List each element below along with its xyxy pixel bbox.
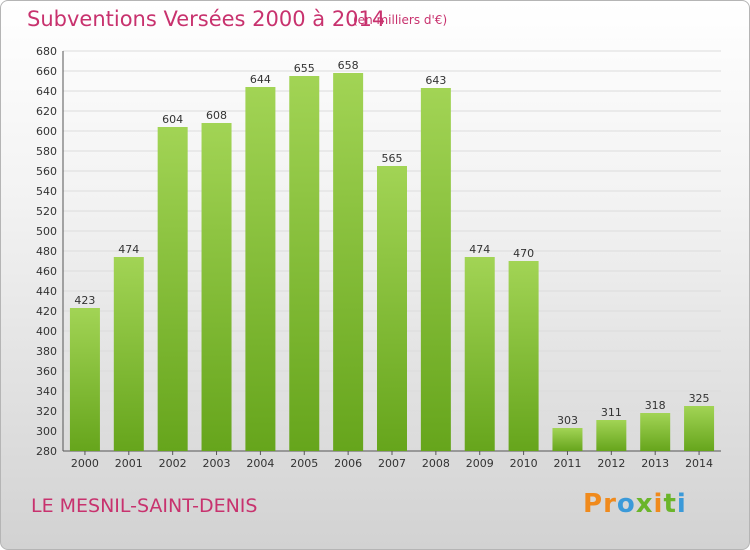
bar-2005 [289,76,320,451]
y-tick-label: 580 [36,145,57,158]
logo-letter: i [676,489,687,519]
data-label: 608 [206,109,227,122]
y-tick-label: 360 [36,365,57,378]
bar-2004 [245,87,276,451]
bar-2014 [684,406,715,451]
data-label: 474 [118,243,139,256]
bar-2001 [113,257,144,451]
bars [69,73,715,451]
bar-2013 [640,413,671,451]
bar-2006 [333,73,364,451]
chart-subtitle: (en milliers d'€) [353,13,448,27]
data-label: 565 [382,152,403,165]
logo-letter: r [603,489,617,519]
x-tick-label: 2000 [71,457,99,470]
data-label: 311 [601,406,622,419]
x-tick-label: 2014 [685,457,713,470]
y-tick-label: 560 [36,165,57,178]
bar-2010 [508,261,539,451]
y-tick-label: 640 [36,85,57,98]
y-tick-label: 320 [36,405,57,418]
data-label: 303 [557,414,578,427]
y-tick-label: 420 [36,305,57,318]
x-tick-label: 2012 [597,457,625,470]
bar-2000 [69,308,100,451]
data-label: 643 [425,74,446,87]
bar-2008 [420,88,451,451]
x-tick-label: 2005 [290,457,318,470]
logo-letter: o [616,489,636,519]
bar-2007 [377,166,407,451]
y-tick-label: 440 [36,285,57,298]
data-label: 470 [513,247,534,260]
x-tick-label: 2003 [203,457,231,470]
data-label: 318 [645,399,666,412]
bar-2002 [157,127,188,451]
x-tick-label: 2009 [466,457,494,470]
y-tick-label: 540 [36,185,57,198]
logo-letter: t [663,489,677,519]
y-tick-label: 660 [36,65,57,78]
y-tick-label: 600 [36,125,57,138]
logo-letter: i [653,489,664,519]
x-tick-label: 2006 [334,457,362,470]
logo-letter: x [635,489,654,519]
y-tick-label: 300 [36,425,57,438]
x-tick-label: 2002 [159,457,187,470]
y-tick-label: 480 [36,245,57,258]
data-label: 325 [689,392,710,405]
y-tick-label: 280 [36,445,57,458]
data-label: 658 [338,59,359,72]
y-tick-label: 500 [36,225,57,238]
axes: 280 300 320 340 360 380 400 420 440 460 480 500 520 5… [36,45,721,470]
data-labels: 423 474 604 608 644 655 658 565 643 474 470 303 311 3… [74,59,709,427]
data-label: 644 [250,73,271,86]
data-label: 474 [469,243,490,256]
y-tick-label: 520 [36,205,57,218]
bar-2009 [464,257,495,451]
x-tick-label: 2001 [115,457,143,470]
bar-2012 [596,420,627,451]
x-tick-label: 2004 [246,457,274,470]
bar-2003 [201,123,232,451]
x-tick-label: 2013 [641,457,669,470]
x-tick-label: 2010 [510,457,538,470]
data-label: 423 [74,294,95,307]
proxiti-logo: Proxiti [583,489,687,519]
chart-title: Subventions Versées 2000 à 2014 [27,7,386,31]
y-tick-label: 380 [36,345,57,358]
location-name: LE MESNIL-SAINT-DENIS [31,495,258,517]
x-tick-label: 2011 [553,457,581,470]
y-tick-label: 460 [36,265,57,278]
x-tick-label: 2007 [378,457,406,470]
bar-2011 [552,428,583,451]
y-tick-label: 680 [36,45,57,58]
logo-letter: P [583,489,604,519]
y-tick-label: 620 [36,105,57,118]
y-tick-label: 400 [36,325,57,338]
x-tick-label: 2008 [422,457,450,470]
data-label: 655 [294,62,315,75]
y-tick-label: 340 [36,385,57,398]
data-label: 604 [162,113,183,126]
